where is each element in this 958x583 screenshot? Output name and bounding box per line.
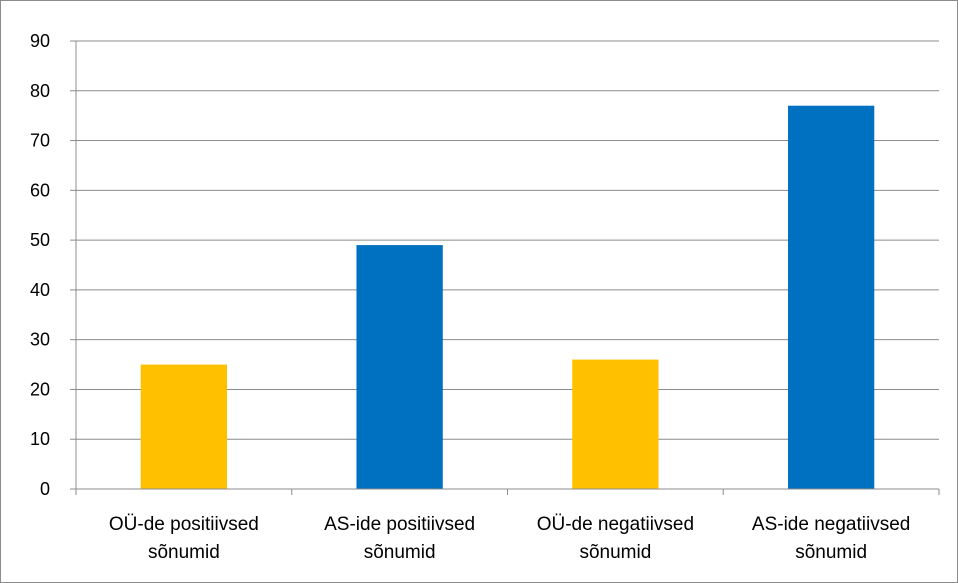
x-category-label: sõnumid [364,542,436,563]
x-category-label: OÜ-de negatiivsed [537,514,694,535]
bar-1 [140,364,228,489]
y-tick-label: 90 [30,31,50,51]
x-category-label: AS-ide positiivsed [324,514,475,535]
y-tick-label: 80 [30,81,50,101]
bar-4 [787,105,875,489]
y-tick-label: 60 [30,180,50,200]
y-tick-label: 70 [30,131,50,151]
y-tick-label: 30 [30,330,50,350]
x-category-label: AS-ide negatiivsed [752,514,910,535]
y-tick-label: 40 [30,280,50,300]
y-tick-label: 0 [40,479,50,499]
y-tick-label: 20 [30,379,50,399]
x-category-label: sõnumid [148,542,220,563]
y-tick-label: 10 [30,429,50,449]
x-category-label: OÜ-de positiivsed [109,514,259,535]
bar-3 [572,359,659,489]
bar-2 [356,245,443,489]
y-tick-label: 50 [30,230,50,250]
x-category-label: sõnumid [579,542,651,563]
x-category-label: sõnumid [795,542,867,563]
